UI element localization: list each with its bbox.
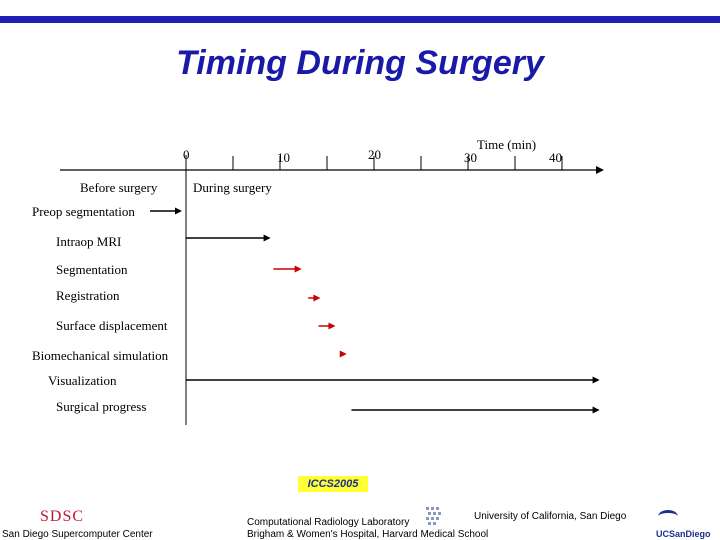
row-label-intraop-mri: Intraop MRI [56,234,122,249]
ucsd-logo: UCSanDiego [656,529,711,539]
slide-title: Timing During Surgery [176,44,544,82]
ucsd-wave-icon [658,510,678,523]
bar-preop-segmentation-arrowhead [175,207,182,215]
row-label-surface-displacement: Surface displacement [56,318,168,333]
row-label-segmentation: Segmentation [56,262,128,277]
time-axis-arrowhead [596,166,604,174]
sdsc-name: San Diego Supercomputer Center [2,529,153,540]
university-name: University of California, San Diego [474,511,627,522]
bar-biomechanical-simulation-arrowhead [339,350,347,358]
top-accent-bar [0,16,720,23]
tick-label-30: 30 [464,150,477,165]
bar-registration-arrowhead [313,294,321,302]
tick-label-40: 40 [549,150,562,165]
tick-label-20: 20 [368,147,381,162]
brain-grid-icon [426,507,441,525]
row-label-biomechanical-simulation: Biomechanical simulation [32,348,169,363]
bar-surgical-progress-arrowhead [592,406,600,414]
bar-intraop-mri-arrowhead [263,234,271,242]
before-surgery-label: Before surgery [80,180,158,195]
during-surgery-label: During surgery [193,180,272,195]
lab-affiliation: Brigham & Women's Hospital, Harvard Medi… [247,529,489,540]
bar-segmentation-arrowhead [294,265,302,273]
sdsc-logo: SDSC [40,508,85,525]
axis-label: Time (min) [477,137,537,152]
row-label-visualization: Visualization [48,373,117,388]
row-label-surgical-progress: Surgical progress [56,399,147,414]
iccs-badge: ICCS2005 [298,476,368,492]
tick-label-0: 0 [183,147,190,162]
row-label-preop-segmentation: Preop segmentation [32,204,135,219]
bar-surface-displacement-arrowhead [328,322,336,330]
tick-label-10: 10 [277,150,290,165]
lab-name: Computational Radiology Laboratory [247,517,410,528]
bar-visualization-arrowhead [592,376,600,384]
row-label-registration: Registration [56,288,120,303]
